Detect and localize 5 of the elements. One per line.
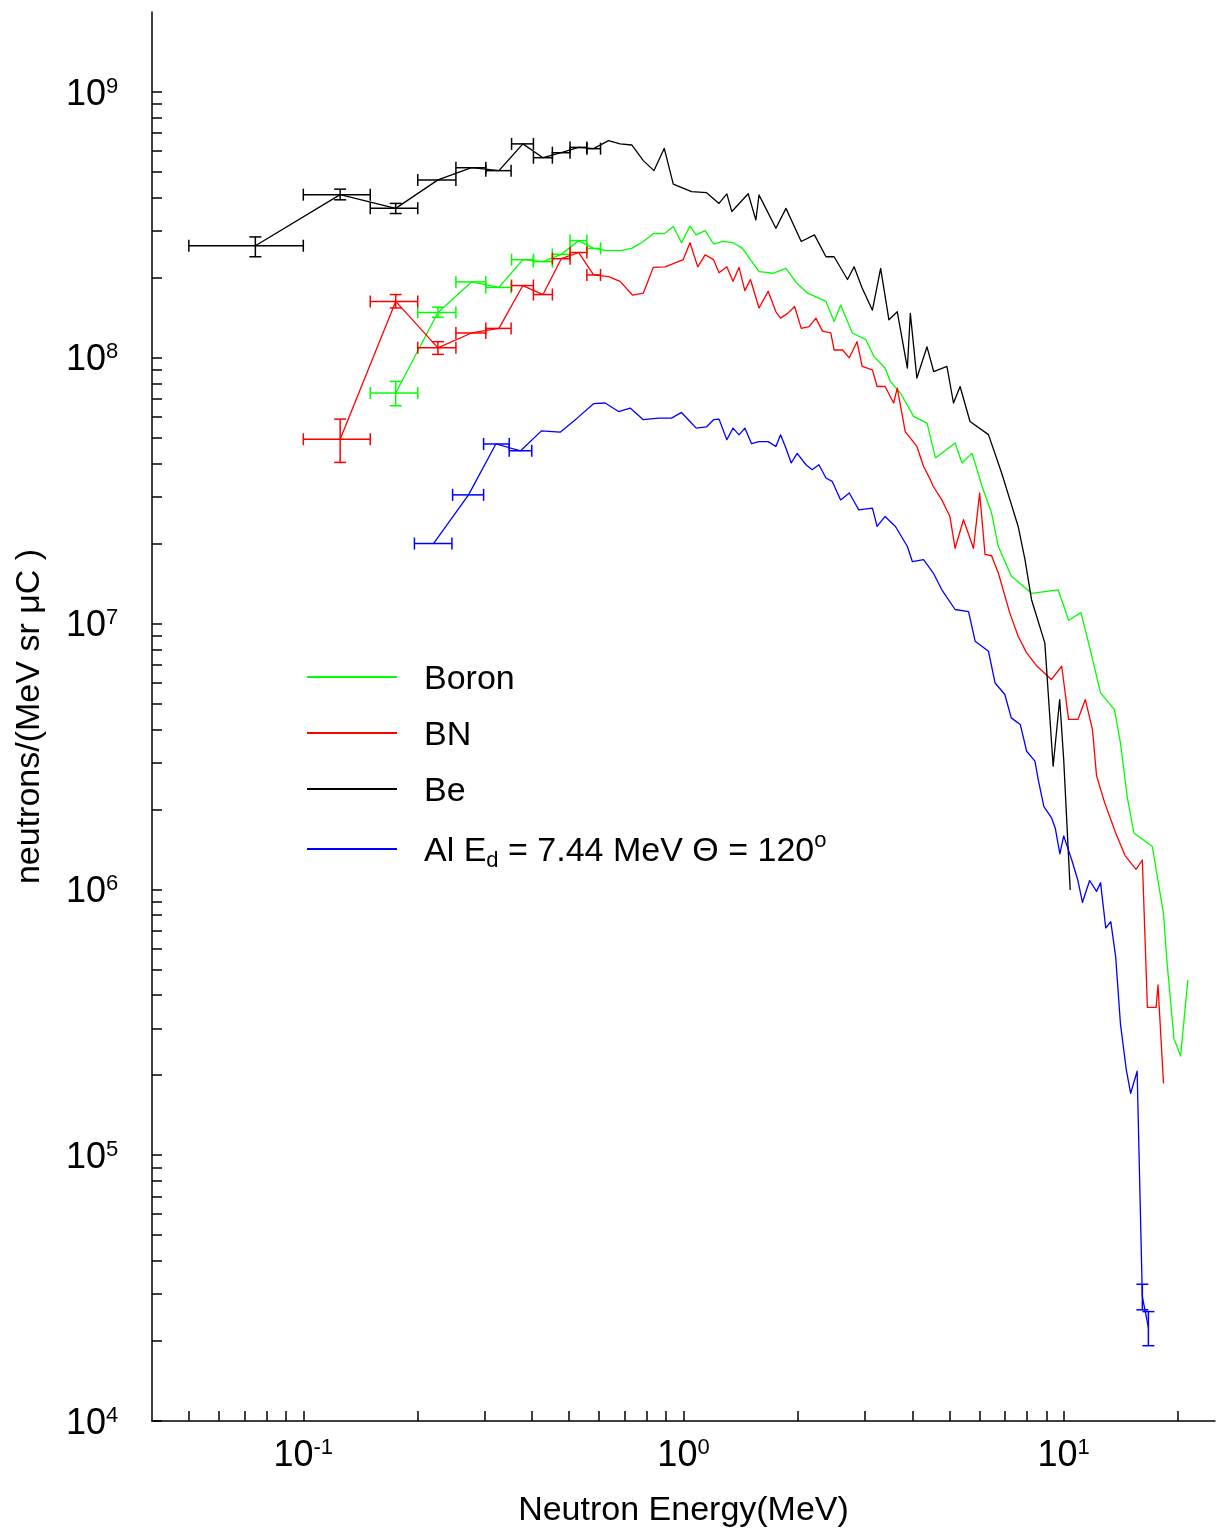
- legend-label: Be: [424, 770, 466, 808]
- legend-label: Boron: [424, 658, 515, 696]
- legend-label: BN: [424, 714, 472, 752]
- y-axis-title: neutrons/(MeV sr μC ): [8, 548, 46, 885]
- x-axis-title: Neutron Energy(MeV): [518, 1489, 849, 1527]
